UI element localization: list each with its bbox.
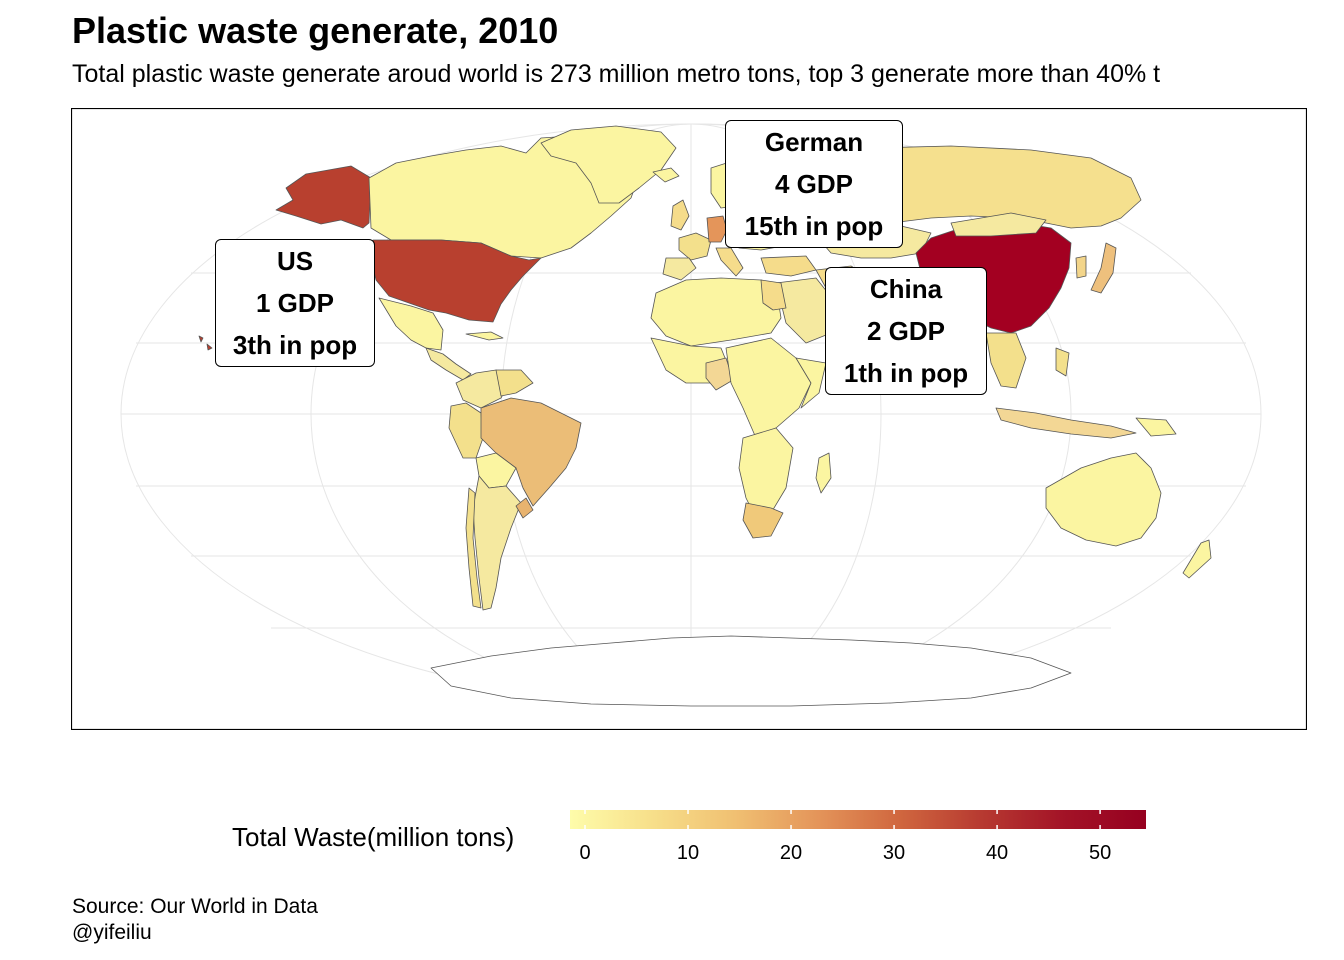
caption-source: Source: Our World in Data <box>72 895 318 918</box>
callout-germany-pop: 15th in pop <box>744 211 884 241</box>
callout-germany-name: German <box>764 127 864 157</box>
country-north-africa <box>650 277 782 347</box>
country-argentina <box>472 475 522 611</box>
country-new-zealand <box>1182 539 1212 579</box>
country-korea <box>1075 255 1087 279</box>
legend-tick-label: 20 <box>779 842 803 864</box>
country-uruguay <box>515 497 534 519</box>
colorbar-fill <box>570 810 1146 829</box>
callout-us-pop: 3th in pop <box>232 330 358 360</box>
country-mexico <box>378 297 444 351</box>
country-hawaii <box>198 335 213 351</box>
country-alaska <box>275 165 372 229</box>
callout-us: US 1 GDP 3th in pop <box>215 239 375 367</box>
legend-tick-label: 30 <box>882 842 906 864</box>
country-japan <box>1090 242 1117 294</box>
world-map <box>71 108 1307 730</box>
country-madagascar <box>815 452 832 494</box>
callout-us-name: US <box>276 246 314 276</box>
country-turkey <box>760 255 817 277</box>
callout-china: China 2 GDP 1th in pop <box>825 267 987 395</box>
chart-title: Plastic waste generate, 2010 <box>72 10 559 51</box>
country-venezuela <box>495 369 534 397</box>
country-chile <box>465 487 482 609</box>
country-nigeria <box>705 357 734 391</box>
country-italy <box>715 247 744 277</box>
callout-china-gdp: 2 GDP <box>866 316 946 346</box>
country-png <box>1135 417 1177 437</box>
map-panel <box>71 108 1307 730</box>
country-south-africa <box>742 502 784 539</box>
country-central-africa <box>725 337 812 439</box>
country-france <box>678 232 712 261</box>
caption: Source: Our World in Data @yifeiliu <box>72 894 318 946</box>
country-indochina <box>985 332 1027 389</box>
country-spain <box>662 257 697 281</box>
country-antarctica <box>430 635 1072 707</box>
callout-china-pop: 1th in pop <box>843 358 969 388</box>
legend-tick-label: 40 <box>985 842 1009 864</box>
country-cuba <box>465 331 504 341</box>
country-australia <box>1045 452 1162 547</box>
legend-tick-label: 50 <box>1088 842 1112 864</box>
chart-subtitle: Total plastic waste generate aroud world… <box>72 60 1161 88</box>
country-philippines <box>1055 347 1070 377</box>
legend-title: Total Waste(million tons) <box>232 822 515 852</box>
callout-china-name: China <box>869 274 943 304</box>
country-iceland <box>652 167 680 183</box>
callout-us-gdp: 1 GDP <box>255 288 335 318</box>
callout-germany: German 4 GDP 15th in pop <box>725 120 903 248</box>
country-greenland <box>540 125 677 204</box>
country-central-america <box>425 347 472 381</box>
country-egypt <box>760 279 787 311</box>
country-uk <box>670 199 690 231</box>
legend-tick-label: 0 <box>579 842 591 864</box>
country-peru <box>448 402 484 459</box>
callout-germany-gdp: 4 GDP <box>774 169 854 199</box>
caption-author: @yifeiliu <box>72 921 152 944</box>
country-east-africa <box>795 357 827 409</box>
country-usa <box>370 239 542 323</box>
legend-tick-label: 10 <box>676 842 700 864</box>
country-indonesia <box>995 407 1137 439</box>
legend-colorbar <box>570 810 1146 829</box>
country-mongolia <box>950 212 1047 237</box>
country-germany <box>706 215 728 243</box>
